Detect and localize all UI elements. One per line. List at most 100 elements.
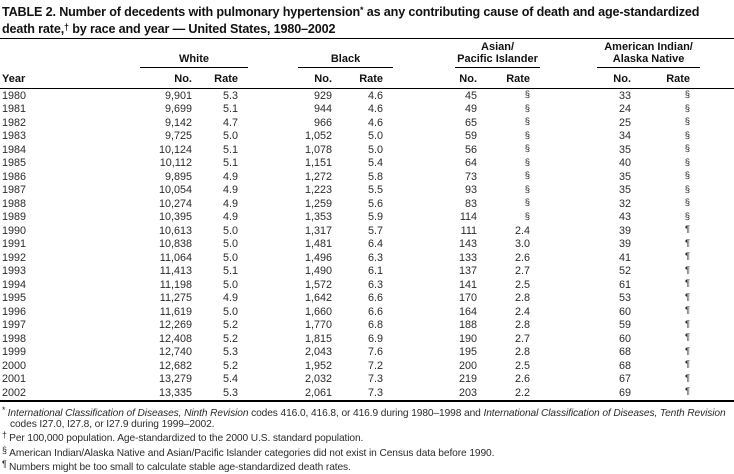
footnote-symbol: § [524, 156, 531, 168]
rate-cell: § [637, 197, 700, 211]
rate-cell: ¶ [637, 292, 700, 306]
year-cell: 1997 [2, 319, 27, 331]
spacer-cell [393, 373, 455, 387]
no-cell: 69 [597, 386, 638, 402]
no-cell: 111 [460, 224, 478, 237]
spacer-cell [393, 184, 455, 198]
year-cell: 1999 [2, 346, 27, 358]
rate-cell: 5.1 [223, 265, 239, 277]
no-cell: 114 [459, 211, 478, 223]
no-cell: 9,725 [164, 130, 192, 142]
spacer-cell [393, 265, 455, 279]
rate-cell: § [483, 130, 540, 144]
no-cell: 49 [465, 103, 478, 115]
rate-cell: 2.7 [515, 332, 531, 345]
rate-cell: 2.6 [515, 373, 531, 385]
no-cell: 73 [465, 170, 478, 183]
rate-cell: 5.3 [223, 89, 239, 102]
asian-pacific-islander-no-header: No. [455, 67, 484, 89]
table-row: 1988 10,274 4.9 1,259 5.6 83 § 32 § [0, 197, 734, 211]
no-cell: 1,642 [304, 292, 333, 304]
no-cell: 11,198 [159, 278, 192, 291]
spacer-cell [540, 373, 597, 387]
rate-cell: § [483, 116, 540, 130]
rate-cell: 5.5 [368, 184, 384, 196]
rate-cell: § [483, 89, 540, 103]
rate-cell: 5.0 [223, 278, 239, 291]
footnote: * International Classification of Diseas… [2, 405, 732, 431]
rate-cell: 5.4 [368, 157, 384, 169]
spacer-cell [248, 373, 298, 387]
text-segment: Per 100,000 population. Age-standardized… [9, 433, 364, 445]
spacer-cell [393, 116, 455, 130]
footnote-symbol: § [524, 183, 531, 195]
spacer-cell [248, 238, 298, 252]
table-row: 1985 10,112 5.1 1,151 5.4 64 § 40 § [0, 157, 734, 171]
rate-cell: § [483, 197, 540, 211]
no-cell: 195 [459, 346, 478, 358]
no-cell: 12,740 [158, 346, 192, 358]
no-cell: 929 [314, 89, 333, 102]
table-row: 1994 11,198 5.0 1,572 6.3 141 2.5 61 ¶ [0, 278, 734, 292]
rate-cell: 7.6 [368, 346, 384, 358]
text-segment: International Classification of Diseases… [7, 407, 249, 419]
spacer-cell [540, 143, 597, 157]
no-cell: 93 [465, 184, 478, 196]
year-cell: 1990 [2, 224, 27, 237]
no-cell: 1,490 [304, 265, 333, 277]
no-cell: 33 [619, 89, 632, 102]
text-segment: as any contributing cause of death and a… [2, 5, 700, 36]
footnote-symbol: § [684, 210, 691, 222]
spacer-cell [700, 116, 734, 130]
no-cell: 170 [459, 292, 478, 304]
no-cell: 53 [619, 292, 632, 304]
spacer-cell [700, 103, 734, 117]
group-gap [393, 67, 456, 89]
spacer-cell [393, 292, 455, 306]
no-cell: 68 [619, 346, 632, 358]
spacer-cell [248, 319, 298, 333]
no-cell: 1,770 [304, 319, 333, 331]
spacer-cell [393, 278, 455, 292]
table-row: 1986 9,895 4.9 1,272 5.8 73 § 35 § [0, 170, 734, 184]
rate-cell: 5.0 [223, 251, 239, 264]
no-cell: 1,317 [304, 224, 333, 237]
table-row: 2002 13,335 5.3 2,061 7.3 203 2.2 69 ¶ [0, 386, 734, 402]
no-cell: 59 [465, 130, 478, 142]
footnote: § American Indian/Alaska Native and Asia… [2, 445, 732, 459]
table-row: 1980 9,901 5.3 929 4.6 45 § 33 § [0, 89, 734, 103]
spacer-cell [540, 103, 597, 117]
group-header-black: Black [298, 39, 394, 68]
no-cell: 219 [459, 373, 478, 385]
no-cell: 11,064 [159, 251, 192, 264]
footnote-symbol: § [684, 102, 691, 114]
no-cell: 45 [465, 89, 478, 102]
rate-cell: 4.6 [368, 116, 384, 129]
footnote-symbol: § [524, 129, 531, 141]
spacer-cell [248, 170, 298, 184]
rate-cell: 6.8 [368, 319, 384, 331]
spacer-cell [540, 157, 597, 171]
table-row: 1999 12,740 5.3 2,043 7.6 195 2.8 68 ¶ [0, 346, 734, 360]
year-cell: 2000 [2, 359, 27, 372]
spacer-cell [700, 278, 734, 292]
rate-cell: 2.8 [515, 319, 531, 331]
spacer-cell [540, 211, 597, 225]
no-cell: 11,413 [159, 265, 192, 277]
spacer-cell [540, 89, 597, 103]
rate-cell: 6.6 [368, 305, 384, 318]
rate-cell: 5.0 [223, 238, 239, 250]
table-row: 1982 9,142 4.7 966 4.6 65 § 25 § [0, 116, 734, 130]
rate-cell: 5.8 [368, 170, 384, 183]
spacer-cell [540, 278, 597, 292]
year-cell: 1992 [2, 251, 27, 264]
spacer-cell [393, 251, 455, 265]
no-cell: 67 [619, 373, 632, 385]
year-cell: 1996 [2, 305, 27, 318]
spacer-cell [393, 89, 455, 103]
no-cell: 9,895 [164, 170, 192, 183]
spacer-cell [700, 170, 734, 184]
rate-cell: § [637, 130, 700, 144]
footnote-symbol: § [684, 89, 691, 100]
year-cell: 1989 [2, 211, 27, 223]
